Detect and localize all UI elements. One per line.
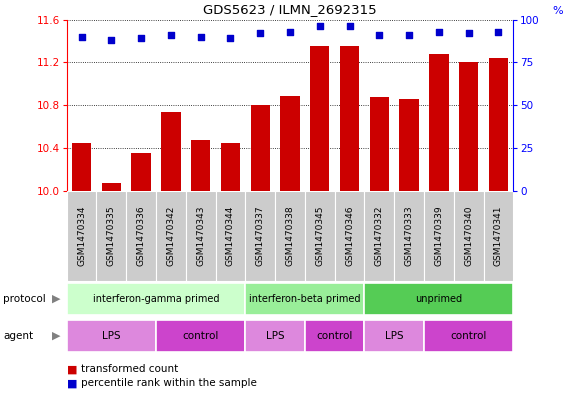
Point bbox=[196, 33, 205, 40]
Text: GSM1470340: GSM1470340 bbox=[464, 206, 473, 266]
Bar bbox=[364, 283, 513, 314]
Text: GSM1470334: GSM1470334 bbox=[77, 206, 86, 266]
Bar bbox=[102, 183, 121, 191]
Point bbox=[464, 30, 473, 37]
Text: unprimed: unprimed bbox=[415, 294, 462, 304]
Bar bbox=[221, 143, 240, 191]
Text: ■: ■ bbox=[67, 378, 77, 388]
Point bbox=[136, 35, 146, 42]
Bar bbox=[280, 95, 300, 191]
Bar bbox=[429, 54, 448, 191]
Text: LPS: LPS bbox=[266, 331, 284, 341]
Text: ▶: ▶ bbox=[52, 331, 61, 341]
Bar bbox=[305, 191, 335, 281]
Point bbox=[375, 32, 384, 38]
Bar bbox=[454, 191, 484, 281]
Bar bbox=[394, 191, 424, 281]
Bar bbox=[126, 191, 156, 281]
Bar bbox=[96, 191, 126, 281]
Bar bbox=[132, 153, 151, 191]
Bar bbox=[424, 191, 454, 281]
Bar bbox=[72, 143, 91, 191]
Bar bbox=[251, 105, 270, 191]
Bar bbox=[489, 58, 508, 191]
Text: control: control bbox=[317, 331, 353, 341]
Bar bbox=[424, 320, 513, 352]
Bar bbox=[340, 46, 359, 191]
Bar bbox=[245, 191, 275, 281]
Bar bbox=[305, 320, 364, 352]
Point bbox=[285, 28, 295, 35]
Text: GSM1470333: GSM1470333 bbox=[405, 206, 414, 266]
Bar bbox=[369, 97, 389, 191]
Text: ■: ■ bbox=[67, 364, 77, 375]
Text: ▶: ▶ bbox=[52, 294, 61, 304]
Bar bbox=[67, 191, 96, 281]
Text: control: control bbox=[183, 331, 219, 341]
Point bbox=[345, 23, 354, 29]
Bar bbox=[364, 320, 424, 352]
Text: protocol: protocol bbox=[3, 294, 46, 304]
Point bbox=[107, 37, 116, 43]
Text: interferon-beta primed: interferon-beta primed bbox=[249, 294, 361, 304]
Bar bbox=[275, 191, 305, 281]
Point bbox=[166, 32, 176, 38]
Bar bbox=[156, 320, 245, 352]
Point bbox=[315, 23, 324, 29]
Bar bbox=[191, 140, 211, 191]
Text: control: control bbox=[451, 331, 487, 341]
Text: GSM1470336: GSM1470336 bbox=[137, 206, 146, 266]
Point bbox=[77, 33, 86, 40]
Bar bbox=[459, 62, 478, 191]
Point bbox=[494, 28, 503, 35]
Text: percentile rank within the sample: percentile rank within the sample bbox=[81, 378, 257, 388]
Text: %: % bbox=[553, 6, 563, 16]
Bar bbox=[67, 320, 156, 352]
Text: GSM1470342: GSM1470342 bbox=[166, 206, 175, 266]
Bar bbox=[245, 283, 364, 314]
Text: GSM1470335: GSM1470335 bbox=[107, 206, 116, 266]
Bar bbox=[400, 99, 419, 191]
Bar bbox=[245, 320, 305, 352]
Point bbox=[226, 35, 235, 42]
Text: LPS: LPS bbox=[102, 331, 121, 341]
Point bbox=[256, 30, 265, 37]
Text: GSM1470344: GSM1470344 bbox=[226, 206, 235, 266]
Point bbox=[434, 28, 444, 35]
Text: GSM1470338: GSM1470338 bbox=[285, 206, 295, 266]
Bar bbox=[364, 191, 394, 281]
Bar bbox=[156, 191, 186, 281]
Bar bbox=[335, 191, 364, 281]
Text: GSM1470332: GSM1470332 bbox=[375, 206, 384, 266]
Bar bbox=[484, 191, 513, 281]
Bar bbox=[161, 112, 180, 191]
Text: GSM1470339: GSM1470339 bbox=[434, 206, 443, 266]
Text: interferon-gamma primed: interferon-gamma primed bbox=[93, 294, 219, 304]
Text: GSM1470337: GSM1470337 bbox=[256, 206, 264, 266]
Text: GSM1470345: GSM1470345 bbox=[316, 206, 324, 266]
Text: transformed count: transformed count bbox=[81, 364, 179, 375]
Title: GDS5623 / ILMN_2692315: GDS5623 / ILMN_2692315 bbox=[203, 3, 377, 16]
Text: GSM1470343: GSM1470343 bbox=[196, 206, 205, 266]
Text: agent: agent bbox=[3, 331, 33, 341]
Text: GSM1470346: GSM1470346 bbox=[345, 206, 354, 266]
Bar bbox=[216, 191, 245, 281]
Point bbox=[404, 32, 414, 38]
Bar bbox=[67, 283, 245, 314]
Text: GSM1470341: GSM1470341 bbox=[494, 206, 503, 266]
Text: LPS: LPS bbox=[385, 331, 404, 341]
Bar bbox=[186, 191, 216, 281]
Bar bbox=[310, 46, 329, 191]
